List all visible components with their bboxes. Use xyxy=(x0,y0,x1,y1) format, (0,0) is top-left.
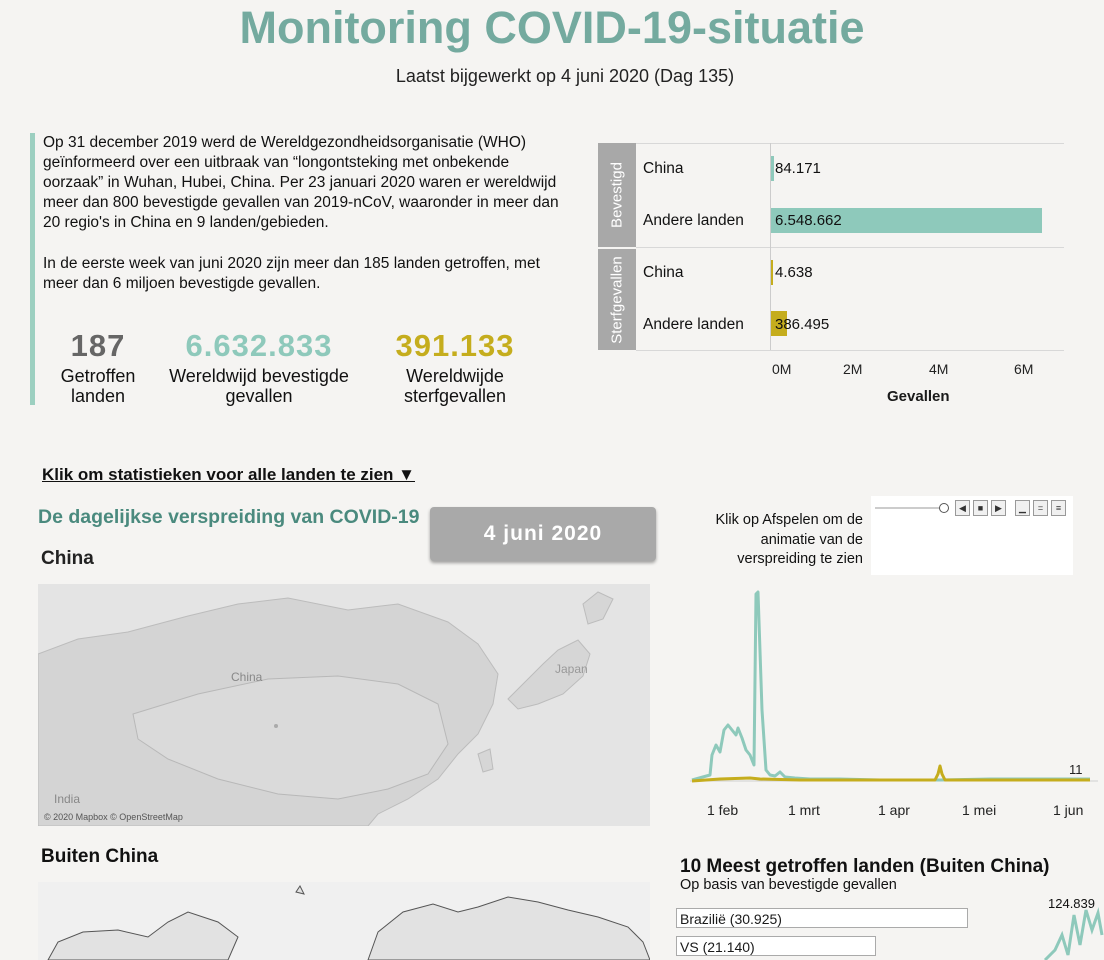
x-tick-label: 1 mei xyxy=(962,802,996,818)
intro-paragraph-2: In de eerste week van juni 2020 zijn mee… xyxy=(43,255,540,292)
peak-value-label: 124.839 xyxy=(1048,896,1095,911)
hokkaido-region xyxy=(582,591,614,625)
x-axis-label: Gevallen xyxy=(887,388,950,405)
x-tick: 4M xyxy=(929,361,949,377)
x-tick: 2M xyxy=(843,361,863,377)
intro-paragraph-1: Op 31 december 2019 werd de Wereldgezond… xyxy=(43,134,559,231)
all-countries-link[interactable]: Klik om statistieken voor alle landen te… xyxy=(42,465,415,484)
series-deaths-line[interactable] xyxy=(691,764,1090,783)
slider-track[interactable] xyxy=(875,507,945,509)
top10-heading: 10 Meest getroffen landen (Buiten China) xyxy=(680,856,1050,877)
x-tick-label: 1 feb xyxy=(707,802,738,818)
kpi-affected-countries-label: Getroffen landen xyxy=(60,366,136,406)
landmass-americas xyxy=(47,911,239,960)
step-back-button[interactable]: ◀ xyxy=(955,500,970,516)
daily-line-chart[interactable]: 11 1 feb 1 mrt 1 apr 1 mei 1 jun xyxy=(680,580,1100,820)
x-tick: 6M xyxy=(1014,361,1034,377)
top10-trend-sparkline xyxy=(1043,907,1104,960)
bar-value-confirmed-china: 84.171 xyxy=(775,160,821,177)
bar-deaths-china[interactable] xyxy=(771,260,773,285)
last-value-label: 11 xyxy=(1069,762,1083,777)
bar-label-deaths-china: China xyxy=(643,264,684,281)
bar-value-deaths-other: 386.495 xyxy=(775,316,830,333)
x-tick-label: 1 jun xyxy=(1053,802,1083,818)
divider xyxy=(636,247,1064,248)
group-label-deaths: Sterfgevallen xyxy=(598,249,636,350)
current-date-display: 4 juni 2020 xyxy=(430,507,656,561)
landmass-eurasia xyxy=(367,896,650,960)
top10-item-us[interactable]: VS (21.140) xyxy=(676,936,876,956)
world-map-heading: Buiten China xyxy=(41,846,159,867)
x-tick-label: 1 apr xyxy=(878,802,910,818)
china-map[interactable]: China Japan India © 2020 Mapbox © OpenSt… xyxy=(38,584,650,826)
group-label-confirmed: Bevestigd xyxy=(598,143,636,247)
japan-region xyxy=(507,639,591,710)
page-title: Monitoring COVID-19-situatie xyxy=(239,2,865,53)
bar-confirmed-other[interactable] xyxy=(771,208,1043,233)
play-button[interactable]: ▶ xyxy=(991,500,1006,516)
sparkline-line xyxy=(1043,907,1104,960)
daily-spread-heading: De dagelijkse verspreiding van COVID-19 xyxy=(38,506,420,528)
map-label-china: China xyxy=(231,670,263,684)
china-map-heading: China xyxy=(41,548,94,569)
bar-label-confirmed-china: China xyxy=(643,160,684,177)
bar-axis xyxy=(770,143,771,350)
last-updated: Laatst bijgewerkt op 4 juni 2020 (Dag 13… xyxy=(395,66,735,86)
intro-accent-bar xyxy=(30,133,35,405)
kpi-confirmed-value: 6.632.833 xyxy=(185,328,333,363)
kpi-confirmed-label: Wereldwijd bevestigde gevallen xyxy=(169,366,349,406)
divider xyxy=(636,350,1064,351)
city-dot xyxy=(274,724,278,728)
x-tick-label: 1 mrt xyxy=(788,802,820,818)
divider xyxy=(636,143,1064,144)
top10-item-brazil[interactable]: Brazilië (30.925) xyxy=(676,908,968,928)
bar-value-confirmed-other: 6.548.662 xyxy=(775,212,842,229)
top10-subheading: Op basis van bevestigde gevallen xyxy=(680,877,897,893)
speed-fast-button[interactable]: ≡ xyxy=(1051,500,1066,516)
world-map[interactable] xyxy=(38,882,650,960)
taiwan-region xyxy=(477,748,494,773)
stop-button[interactable]: ■ xyxy=(973,500,988,516)
map-attribution[interactable]: © 2020 Mapbox © OpenStreetMap xyxy=(44,812,183,822)
slider-handle[interactable] xyxy=(939,503,949,513)
china-region xyxy=(132,675,449,800)
island xyxy=(295,885,305,895)
map-label-india: India xyxy=(54,792,81,806)
bar-label-confirmed-other: Andere landen xyxy=(643,212,744,229)
bar-confirmed-china[interactable] xyxy=(771,156,775,181)
bar-label-deaths-other: Andere landen xyxy=(643,316,744,333)
kpi-deaths-value: 391.133 xyxy=(395,328,515,363)
kpi-affected-countries-value: 187 xyxy=(70,328,126,363)
bar-deaths-other[interactable] xyxy=(771,311,787,336)
animation-player: ◀ ■ ▶ ▁ = ≡ xyxy=(871,496,1073,575)
speed-normal-button[interactable]: = xyxy=(1033,500,1048,516)
kpi-deaths-label: Wereldwijde sterfgevallen xyxy=(403,366,507,406)
play-hint: Klik op Afspelen om de animatie van de v… xyxy=(715,512,863,567)
x-tick: 0M xyxy=(772,361,792,377)
speed-slow-button[interactable]: ▁ xyxy=(1015,500,1030,516)
map-label-japan: Japan xyxy=(555,662,588,676)
series-confirmed-line[interactable] xyxy=(691,590,1090,782)
bar-value-deaths-china: 4.638 xyxy=(775,264,813,281)
